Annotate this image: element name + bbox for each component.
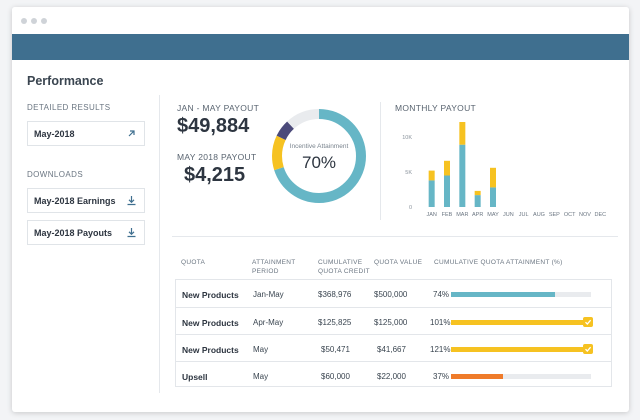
table-row: New Products May $50,471 $41,667 121% (176, 334, 611, 361)
attainment-percent: 37% (433, 372, 450, 381)
attainment-bar (451, 317, 593, 327)
bar-segment-teal (490, 187, 496, 207)
header-cumulative-attainment: CUMULATIVE QUOTA ATTAINMENT (%) (434, 259, 563, 266)
table-row: Upsell May $60,000 $22,000 37% (176, 361, 611, 388)
external-link-arrow-icon (128, 130, 135, 137)
window-dot-icon (21, 18, 27, 24)
x-tick-label: JUN (503, 212, 514, 218)
header-quota: QUOTA (181, 259, 206, 266)
sidebar-divider (159, 95, 160, 393)
download-icon (127, 228, 136, 238)
download-payouts-button[interactable]: May-2018 Payouts (27, 220, 145, 245)
x-tick-label: APR (472, 212, 483, 218)
quota-table: New Products Jan-May $368,976 $500,000 7… (175, 279, 612, 387)
page-title: Performance (27, 74, 104, 88)
y-tick-label: 10K (402, 135, 412, 141)
y-tick-label: 5K (405, 170, 412, 176)
header-cumulative-credit: CUMULATIVE QUOTA CREDIT (318, 259, 370, 275)
quota-value: $125,000 (374, 318, 408, 327)
chart-divider (380, 102, 381, 220)
quota-credit: $60,000 (321, 372, 350, 381)
attainment-bar (451, 374, 591, 379)
quota-name: New Products (182, 290, 239, 300)
ytd-payout-value: $49,884 (177, 115, 250, 137)
quota-value: $500,000 (374, 290, 408, 299)
header-quota-value: QUOTA VALUE (374, 259, 423, 266)
donut-segment-rest (272, 109, 366, 203)
app-window: Performance DETAILED RESULTS May-2018 DO… (12, 7, 629, 412)
x-tick-label: JUL (519, 212, 529, 218)
attainment-period: Apr-May (253, 318, 284, 327)
attainment-period: Jan-May (253, 290, 284, 299)
attainment-value: 70% (301, 153, 337, 172)
downloads-label: DOWNLOADS (27, 170, 84, 179)
window-dot-icon (31, 18, 37, 24)
window-dot-icon (41, 18, 47, 24)
download-payouts-label: May-2018 Payouts (34, 228, 113, 238)
x-tick-label: JAN (426, 212, 436, 218)
quota-value: $22,000 (377, 372, 406, 381)
quota-value: $41,667 (377, 345, 406, 354)
table-row: New Products Jan-May $368,976 $500,000 7… (176, 280, 611, 307)
y-tick-label: 0 (409, 205, 412, 211)
attainment-bar-fill (451, 347, 591, 352)
bar-segment-yellow (474, 190, 481, 196)
attainment-bar (451, 292, 591, 297)
attainment-label: Incentive Attainment (289, 143, 349, 150)
period-link[interactable]: May-2018 (27, 121, 145, 146)
attainment-bar-fill (451, 320, 591, 325)
month-payout-value: $4,215 (184, 164, 246, 186)
header-attainment-period: ATTAINMENT PERIOD (252, 259, 296, 275)
download-earnings-label: May-2018 Earnings (34, 196, 116, 206)
attainment-bar-fill (451, 292, 555, 297)
period-label: May-2018 (34, 129, 75, 139)
bar-segment-yellow (444, 160, 450, 176)
attainment-period: May (253, 345, 269, 354)
quota-name: New Products (182, 318, 239, 328)
window-titlebar (12, 7, 629, 34)
quota-name: Upsell (182, 372, 208, 382)
check-icon (583, 317, 593, 327)
donut-segment-yellow (272, 109, 366, 203)
month-payout-label: MAY 2018 PAYOUT (177, 152, 257, 162)
quota-credit: $50,471 (321, 345, 350, 354)
quota-credit: $125,825 (318, 318, 352, 327)
x-tick-label: MAY (487, 212, 499, 218)
attainment-percent: 121% (430, 345, 451, 354)
bar-segment-yellow (428, 170, 435, 181)
table-row: New Products Apr-May $125,825 $125,000 1… (176, 307, 611, 334)
monthly-payout-title: MONTHLY PAYOUT (395, 103, 477, 113)
x-tick-label: NOV (579, 212, 591, 218)
x-tick-label: DEC (595, 212, 607, 218)
quota-name: New Products (182, 345, 239, 355)
x-tick-label: MAR (456, 212, 468, 218)
x-tick-label: OCT (564, 212, 576, 218)
x-tick-label: SEP (549, 212, 560, 218)
bar-segment-teal (459, 144, 466, 207)
attainment-percent: 101% (430, 318, 451, 327)
bar-segment-teal (444, 175, 450, 207)
attainment-donut (272, 109, 366, 203)
bar-segment-teal (428, 180, 435, 207)
attainment-percent: 74% (433, 290, 450, 299)
header-bar (12, 34, 629, 60)
attainment-bar-fill (451, 374, 503, 379)
quota-credit: $368,976 (318, 290, 352, 299)
check-icon (583, 344, 593, 354)
bar-segment-yellow (459, 122, 466, 145)
download-earnings-button[interactable]: May-2018 Earnings (27, 188, 145, 213)
attainment-period: May (253, 372, 269, 381)
bar-segment-teal (474, 195, 481, 207)
bar-segment-yellow (490, 167, 496, 188)
section-divider (172, 236, 618, 237)
attainment-bar (451, 344, 593, 354)
download-icon (127, 196, 136, 206)
monthly-payout-chart: 10K 5K 0 JAN FEB MAR APR MAY JUN JUL AUG SEP OCT NOV D… (402, 122, 607, 218)
x-tick-label: AUG (533, 212, 545, 218)
x-tick-label: FEB (442, 212, 453, 218)
ytd-payout-label: JAN - MAY PAYOUT (177, 103, 260, 113)
detailed-results-label: DETAILED RESULTS (27, 103, 111, 112)
